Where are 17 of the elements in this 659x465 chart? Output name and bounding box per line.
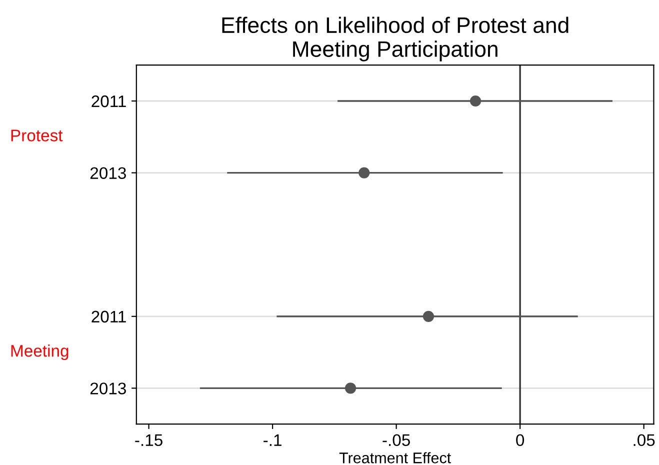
point <box>470 95 482 107</box>
y-tick-label: 2011 <box>92 95 126 108</box>
text: Meeting <box>11 344 68 360</box>
point <box>358 167 370 178</box>
x-axis-title: Treatment Effect <box>339 452 452 464</box>
y-tick-label: 2013 <box>90 167 126 179</box>
x-tick-label: .05 <box>634 434 655 446</box>
y-tick-label: 2011 <box>92 310 126 323</box>
x-tick-label: 0 <box>516 434 524 446</box>
x-tick-label: -.15 <box>135 434 162 446</box>
x-tick-label: -.05 <box>382 434 410 446</box>
point <box>344 382 356 394</box>
text: Protest <box>11 130 63 142</box>
y-tick-label: 2013 <box>90 382 126 394</box>
x-tick-label: -.1 <box>264 434 282 446</box>
point <box>422 310 434 322</box>
chart-title: Effects on Likelihood of Protest and Meeting Participation <box>222 16 568 62</box>
